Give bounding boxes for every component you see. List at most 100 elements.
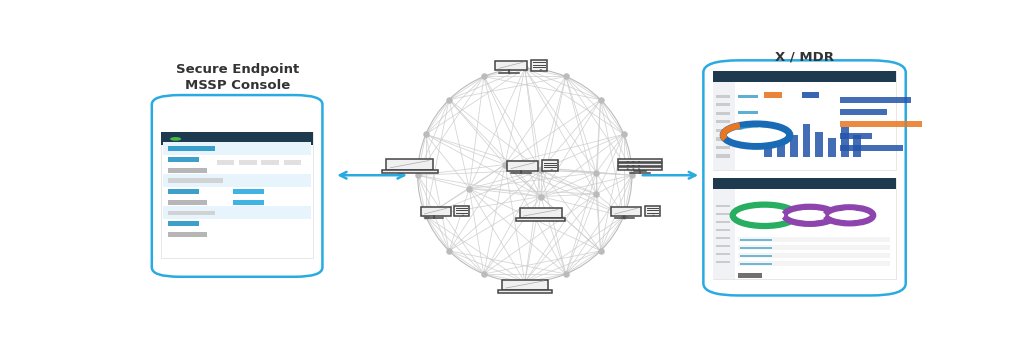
FancyBboxPatch shape	[716, 261, 730, 263]
FancyBboxPatch shape	[716, 229, 730, 231]
Circle shape	[627, 161, 629, 162]
FancyBboxPatch shape	[716, 137, 730, 141]
FancyBboxPatch shape	[740, 247, 772, 249]
FancyBboxPatch shape	[217, 160, 234, 164]
Point	[532, 194, 549, 200]
Circle shape	[638, 161, 640, 162]
FancyBboxPatch shape	[531, 60, 547, 71]
Point	[475, 271, 492, 277]
FancyBboxPatch shape	[853, 135, 861, 156]
FancyBboxPatch shape	[168, 168, 207, 172]
Circle shape	[540, 69, 542, 70]
Circle shape	[551, 169, 553, 170]
FancyBboxPatch shape	[382, 170, 437, 173]
Point	[615, 213, 632, 219]
Point	[592, 248, 608, 254]
FancyBboxPatch shape	[168, 146, 215, 151]
Circle shape	[627, 161, 629, 162]
FancyBboxPatch shape	[507, 161, 539, 170]
FancyBboxPatch shape	[840, 121, 935, 127]
FancyBboxPatch shape	[713, 189, 735, 279]
FancyBboxPatch shape	[716, 120, 730, 124]
FancyBboxPatch shape	[716, 146, 730, 149]
FancyBboxPatch shape	[713, 82, 735, 170]
FancyBboxPatch shape	[713, 178, 896, 279]
FancyBboxPatch shape	[738, 95, 758, 98]
Circle shape	[638, 161, 640, 162]
Point	[558, 271, 574, 277]
FancyBboxPatch shape	[455, 206, 469, 217]
Point	[558, 74, 574, 79]
FancyBboxPatch shape	[516, 218, 565, 221]
FancyBboxPatch shape	[716, 237, 730, 239]
FancyBboxPatch shape	[168, 211, 215, 215]
Point	[516, 279, 532, 285]
FancyBboxPatch shape	[765, 141, 772, 156]
FancyBboxPatch shape	[716, 103, 730, 106]
FancyBboxPatch shape	[738, 273, 762, 278]
FancyBboxPatch shape	[716, 245, 730, 247]
FancyBboxPatch shape	[840, 145, 903, 151]
FancyBboxPatch shape	[168, 200, 207, 205]
FancyBboxPatch shape	[740, 238, 772, 241]
Circle shape	[638, 165, 640, 166]
Circle shape	[835, 210, 864, 220]
Point	[615, 132, 632, 137]
FancyBboxPatch shape	[232, 189, 264, 194]
FancyBboxPatch shape	[261, 160, 279, 164]
FancyBboxPatch shape	[716, 253, 730, 255]
FancyBboxPatch shape	[841, 127, 849, 156]
FancyBboxPatch shape	[495, 61, 527, 70]
FancyBboxPatch shape	[716, 129, 730, 132]
FancyBboxPatch shape	[617, 167, 663, 170]
Text: X / MDR: X / MDR	[775, 51, 835, 64]
Point	[497, 162, 513, 167]
FancyBboxPatch shape	[716, 213, 730, 215]
FancyBboxPatch shape	[162, 133, 313, 258]
FancyBboxPatch shape	[168, 221, 200, 226]
FancyBboxPatch shape	[502, 280, 548, 290]
FancyBboxPatch shape	[617, 163, 663, 166]
Circle shape	[633, 165, 635, 166]
Point	[475, 74, 492, 79]
FancyBboxPatch shape	[840, 109, 888, 115]
FancyBboxPatch shape	[740, 263, 772, 265]
FancyBboxPatch shape	[232, 200, 264, 205]
Point	[461, 186, 477, 192]
FancyBboxPatch shape	[498, 290, 552, 293]
Point	[441, 97, 458, 102]
FancyBboxPatch shape	[386, 159, 433, 170]
Point	[532, 167, 549, 173]
Circle shape	[633, 165, 635, 166]
FancyBboxPatch shape	[163, 174, 311, 187]
FancyBboxPatch shape	[840, 97, 911, 103]
Circle shape	[633, 161, 635, 162]
FancyBboxPatch shape	[765, 92, 782, 98]
Text: Secure Endpoint
MSSP Console: Secure Endpoint MSSP Console	[176, 63, 299, 92]
Circle shape	[744, 209, 784, 222]
Circle shape	[825, 207, 873, 223]
Point	[441, 248, 458, 254]
Circle shape	[734, 128, 779, 143]
FancyBboxPatch shape	[840, 133, 871, 139]
Point	[410, 172, 426, 178]
FancyBboxPatch shape	[803, 125, 811, 156]
FancyBboxPatch shape	[284, 160, 301, 164]
FancyBboxPatch shape	[168, 232, 207, 237]
Point	[588, 191, 604, 197]
FancyBboxPatch shape	[713, 178, 896, 189]
Circle shape	[784, 207, 836, 224]
FancyBboxPatch shape	[713, 71, 896, 82]
Circle shape	[723, 124, 790, 146]
Circle shape	[633, 161, 635, 162]
FancyBboxPatch shape	[163, 142, 311, 155]
Point	[588, 170, 604, 175]
FancyBboxPatch shape	[617, 159, 663, 162]
FancyBboxPatch shape	[163, 206, 311, 219]
Circle shape	[627, 165, 629, 166]
FancyBboxPatch shape	[152, 95, 323, 277]
FancyBboxPatch shape	[790, 135, 798, 156]
Circle shape	[627, 165, 629, 166]
FancyBboxPatch shape	[713, 71, 896, 170]
FancyBboxPatch shape	[543, 160, 558, 171]
